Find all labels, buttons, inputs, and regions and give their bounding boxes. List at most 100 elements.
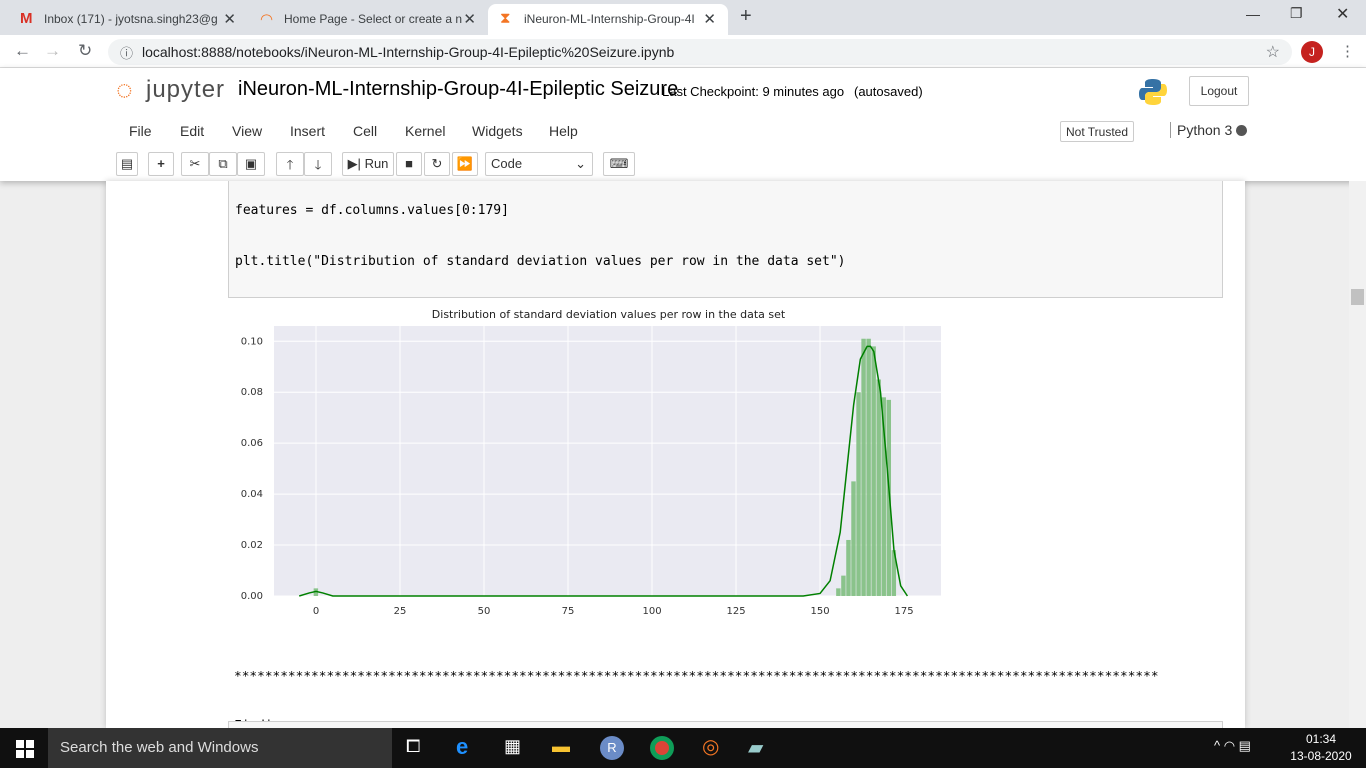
menu-item[interactable]: Kernel: [405, 123, 446, 139]
menu-item[interactable]: Widgets: [472, 123, 523, 139]
y-tick-label: 0.00: [241, 591, 263, 602]
save-button[interactable]: ▤: [116, 152, 138, 176]
insert-button[interactable]: +: [148, 152, 174, 176]
minimize[interactable]: —: [1246, 6, 1260, 22]
keyboard-button[interactable]: ⌨: [603, 152, 635, 176]
browser-menu[interactable]: ⋮: [1340, 43, 1355, 60]
tab-active[interactable]: ⧗ iNeuron-ML-Internship-Group-4I ✕: [488, 4, 728, 35]
histogram-bar: [841, 575, 846, 596]
app-icon[interactable]: ▰: [748, 737, 764, 759]
task-view[interactable]: ⧠: [406, 736, 421, 756]
histogram-bar: [866, 338, 871, 596]
toolbar: ▤ + ✂ ⧉ ▣ 🡑 🡓 ▶| Run ■ ↻ ⏩ Code ⌄ ⌨: [106, 148, 1252, 180]
tab-close[interactable]: ✕: [703, 11, 716, 28]
r-icon[interactable]: R: [600, 736, 624, 760]
hourglass-icon: ⧗: [500, 10, 511, 27]
edge-icon[interactable]: e: [456, 734, 469, 759]
bookmark-star[interactable]: ☆: [1265, 44, 1280, 61]
start-button[interactable]: [16, 740, 34, 758]
histogram-bar: [856, 392, 861, 596]
notebook-name[interactable]: iNeuron-ML-Internship-Group-4I-Epileptic…: [238, 78, 679, 100]
tab[interactable]: M Inbox (171) - jyotsna.singh23@g ✕: [8, 4, 248, 35]
trust-indicator[interactable]: Not Trusted: [1060, 121, 1134, 142]
search-box[interactable]: Search the web and Windows: [48, 728, 392, 768]
tab[interactable]: ◠ Home Page - Select or create a n ✕: [248, 4, 488, 35]
jupyter-logo-mark: ◌: [116, 74, 133, 105]
jupyter-logo[interactable]: jupyter: [146, 76, 226, 103]
y-tick-label: 0.02: [241, 540, 263, 551]
tab-title: iNeuron-ML-Internship-Group-4I: [524, 12, 695, 26]
autosaved: (autosaved): [854, 84, 923, 99]
histogram-bar: [871, 346, 876, 596]
chrome-icon[interactable]: [650, 736, 674, 760]
restart-run-button[interactable]: ⏩: [452, 152, 478, 176]
paste-button[interactable]: ▣: [237, 152, 265, 176]
x-tick-label: 125: [726, 606, 745, 617]
new-tab[interactable]: +: [740, 5, 752, 27]
store-icon[interactable]: ▦: [504, 736, 522, 756]
copy-button[interactable]: ⧉: [209, 152, 237, 176]
jupyter-task-icon[interactable]: ◎: [702, 736, 720, 758]
interrupt-button[interactable]: ■: [396, 152, 422, 176]
date: 13-08-2020: [1290, 749, 1352, 763]
reload[interactable]: ↻: [78, 41, 93, 60]
info-icon: ⓘ: [120, 46, 134, 61]
clock[interactable]: 01:34 13-08-2020: [1290, 732, 1352, 763]
menu-item[interactable]: Edit: [180, 123, 205, 139]
y-tick-label: 0.10: [241, 336, 263, 347]
move-down-button[interactable]: 🡓: [304, 152, 332, 176]
y-tick-label: 0.04: [241, 489, 263, 500]
tab-title: Inbox (171) - jyotsna.singh23@g: [44, 12, 218, 26]
restart-button[interactable]: ↻: [424, 152, 450, 176]
close[interactable]: ✕: [1336, 6, 1350, 23]
menu-item[interactable]: Insert: [290, 123, 326, 139]
next-cell[interactable]: [228, 721, 1223, 728]
histogram-bar: [881, 397, 886, 596]
cell-type-select[interactable]: Code ⌄: [485, 152, 593, 176]
taskbar: Search the web and Windows ⧠ e ▦ ▬ R ◎ ▰…: [0, 728, 1366, 768]
menu-item[interactable]: Cell: [353, 123, 378, 139]
histogram-bar: [891, 550, 897, 596]
restore[interactable]: ❐: [1290, 5, 1303, 21]
move-up-button[interactable]: 🡑: [276, 152, 304, 176]
tab-close[interactable]: ✕: [223, 11, 236, 28]
jupyter-header: ◌ jupyter iNeuron-ML-Internship-Group-4I…: [0, 68, 1366, 181]
code-line: plt.title("Distribution of standard devi…: [235, 254, 846, 269]
omnibox[interactable]: ⓘ localhost:8888/notebooks/iNeuron-ML-In…: [108, 39, 1292, 65]
y-tick-label: 0.06: [241, 438, 263, 449]
x-tick-label: 175: [894, 606, 913, 617]
notebook-page: features = df.columns.values[0:179] plt.…: [106, 181, 1245, 728]
chart: Distribution of standard deviation value…: [241, 308, 941, 617]
avatar[interactable]: J: [1301, 41, 1323, 63]
histogram-bar: [886, 399, 892, 596]
kde-line: [298, 345, 909, 597]
menu-item[interactable]: File: [129, 123, 152, 139]
scroll-thumb[interactable]: [1351, 289, 1364, 305]
code-cell[interactable]: features = df.columns.values[0:179] plt.…: [228, 181, 1223, 298]
logout-button[interactable]: Logout: [1189, 76, 1249, 106]
x-tick-label: 100: [642, 606, 661, 617]
menubar: File Edit View Insert Cell Kernel Widget…: [106, 117, 1252, 148]
run-button[interactable]: ▶| Run: [342, 152, 394, 176]
explorer-icon[interactable]: ▬: [552, 736, 570, 756]
time: 01:34: [1305, 732, 1337, 746]
tab-title: Home Page - Select or create a n: [284, 12, 463, 26]
histogram-bar: [861, 338, 866, 596]
chart-title: Distribution of standard deviation value…: [432, 308, 786, 321]
tab-close[interactable]: ✕: [463, 11, 476, 28]
scrollbar[interactable]: [1349, 181, 1366, 728]
kernel-name: Python 3: [1170, 122, 1232, 138]
forward[interactable]: →: [44, 41, 61, 60]
x-tick-label: 150: [810, 606, 829, 617]
y-tick-label: 0.08: [241, 387, 263, 398]
plot-background: [274, 326, 941, 596]
tray-icons[interactable]: ^ ◠ ▤: [1214, 738, 1251, 753]
back[interactable]: ←: [14, 41, 31, 60]
cut-button[interactable]: ✂: [181, 152, 209, 176]
code-line: features = df.columns.values[0:179]: [235, 203, 509, 218]
histogram-bar: [836, 588, 841, 596]
menu-item[interactable]: View: [232, 123, 263, 139]
x-tick-label: 25: [394, 606, 407, 617]
menu-item[interactable]: Help: [549, 123, 578, 139]
